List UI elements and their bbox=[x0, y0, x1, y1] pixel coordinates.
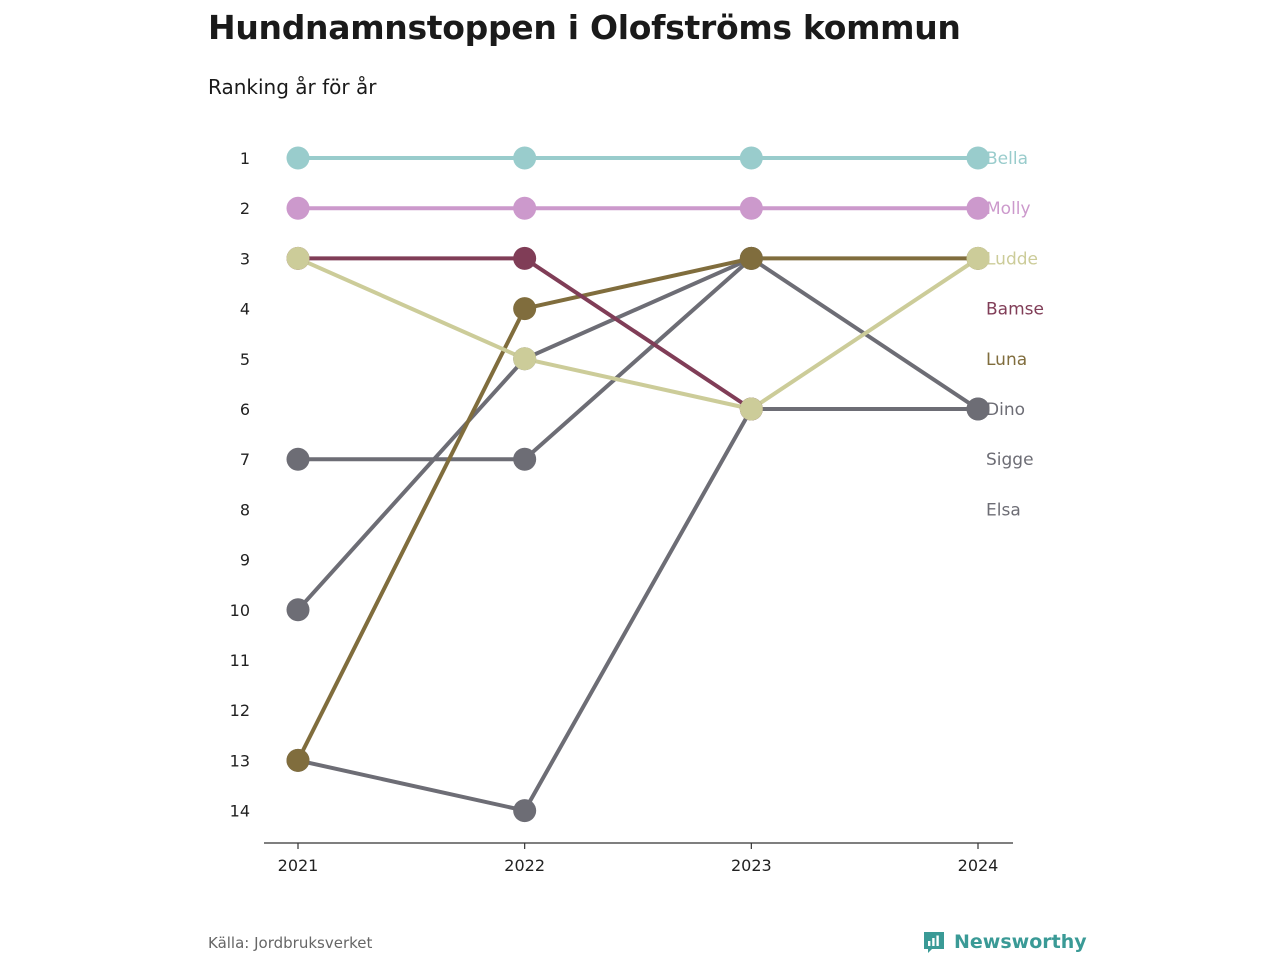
point-sigge-2021 bbox=[286, 447, 310, 471]
series-label-ludde: Ludde bbox=[986, 249, 1038, 269]
point-ludde-2021 bbox=[286, 246, 310, 270]
series-label-bella: Bella bbox=[986, 149, 1028, 169]
point-molly-2021 bbox=[286, 196, 310, 220]
y-tick-label: 6 bbox=[240, 400, 250, 419]
x-tick-label: 2022 bbox=[504, 856, 545, 875]
point-sigge-2022 bbox=[513, 447, 537, 471]
point-bella-2022 bbox=[513, 146, 537, 170]
series-line-elsa bbox=[296, 407, 980, 813]
point-luna-2021 bbox=[286, 748, 310, 772]
y-tick-label: 3 bbox=[240, 249, 250, 268]
chart-subtitle: Ranking år för år bbox=[208, 75, 377, 99]
y-tick-label: 14 bbox=[230, 802, 250, 821]
brand-logo: Newsworthy bbox=[922, 930, 1087, 954]
y-tick-label: 2 bbox=[240, 199, 250, 218]
point-molly-2022 bbox=[513, 196, 537, 220]
x-axis: 2021 2022 2023 2024 bbox=[278, 843, 999, 875]
y-tick-label: 5 bbox=[240, 350, 250, 369]
series-label-sigge: Sigge bbox=[986, 450, 1034, 470]
series-label-molly: Molly bbox=[986, 199, 1031, 219]
point-luna-2023 bbox=[739, 246, 763, 270]
brand-name: Newsworthy bbox=[954, 931, 1087, 953]
point-luna-2022 bbox=[513, 297, 537, 321]
point-ludde-2024 bbox=[966, 246, 990, 270]
bar-chart-icon bbox=[924, 932, 944, 953]
series-lines bbox=[296, 156, 980, 813]
point-dino-2021 bbox=[286, 598, 310, 622]
point-bella-2023 bbox=[739, 146, 763, 170]
point-bella-2024 bbox=[966, 146, 990, 170]
y-tick-label: 1 bbox=[240, 149, 250, 168]
series-label-elsa: Elsa bbox=[986, 500, 1021, 520]
y-tick-label: 7 bbox=[240, 450, 250, 469]
point-molly-2024 bbox=[966, 196, 990, 220]
series-label-luna: Luna bbox=[986, 350, 1027, 370]
series-label-dino: Dino bbox=[986, 400, 1025, 420]
x-tick-label: 2023 bbox=[731, 856, 772, 875]
y-tick-label: 12 bbox=[230, 701, 250, 720]
series-line-luna bbox=[296, 256, 980, 763]
series-markers bbox=[286, 146, 990, 823]
series-line-bamse bbox=[296, 256, 754, 411]
point-elsa-2022 bbox=[513, 799, 537, 823]
point-dino-2024 bbox=[966, 397, 990, 421]
point-molly-2023 bbox=[739, 196, 763, 220]
source-note: Källa: Jordbruksverket bbox=[208, 934, 373, 952]
series-labels: Bella Molly Ludde Bamse Luna Dino Sigge Elsa bbox=[986, 149, 1044, 520]
y-tick-label: 10 bbox=[230, 601, 250, 620]
chart-title: Hundnamnstoppen i Olofströms kommun bbox=[208, 8, 961, 47]
x-tick-label: 2021 bbox=[278, 856, 319, 875]
y-tick-label: 4 bbox=[240, 300, 250, 319]
y-tick-label: 11 bbox=[230, 651, 250, 670]
x-tick-label: 2024 bbox=[958, 856, 999, 875]
point-ludde-2022 bbox=[513, 347, 537, 371]
point-bella-2021 bbox=[286, 146, 310, 170]
y-tick-label: 9 bbox=[240, 551, 250, 570]
point-bamse-2022 bbox=[513, 246, 537, 270]
series-label-bamse: Bamse bbox=[986, 300, 1044, 320]
series-line-ludde bbox=[296, 256, 980, 411]
y-tick-label: 8 bbox=[240, 500, 250, 519]
point-ludde-2023 bbox=[739, 397, 763, 421]
y-tick-label: 13 bbox=[230, 751, 250, 770]
